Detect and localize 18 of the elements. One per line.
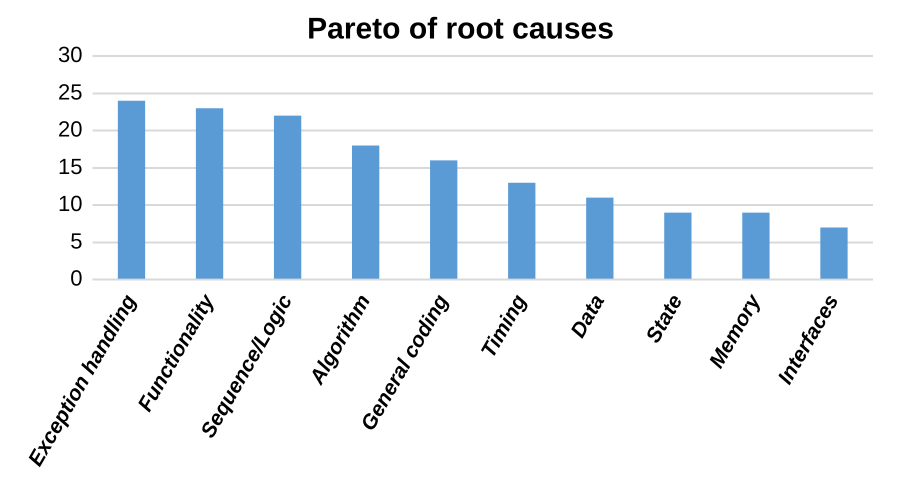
- bar: [742, 212, 770, 279]
- bar: [352, 145, 380, 279]
- bar: [508, 182, 536, 279]
- bar: [196, 108, 224, 279]
- bar: [820, 227, 848, 279]
- y-tick-label: 15: [58, 154, 82, 179]
- y-tick-label: 0: [70, 266, 82, 291]
- chart-title: Pareto of root causes: [307, 12, 614, 46]
- bar: [274, 116, 302, 279]
- y-tick-label: 10: [58, 191, 82, 216]
- y-tick-label: 5: [70, 228, 82, 254]
- bar: [586, 198, 614, 279]
- y-tick-label: 25: [58, 79, 82, 104]
- y-tick-label: 30: [58, 42, 82, 68]
- y-tick-label: 20: [58, 116, 82, 142]
- bar: [118, 100, 146, 279]
- bar: [430, 160, 458, 279]
- bar: [664, 212, 692, 279]
